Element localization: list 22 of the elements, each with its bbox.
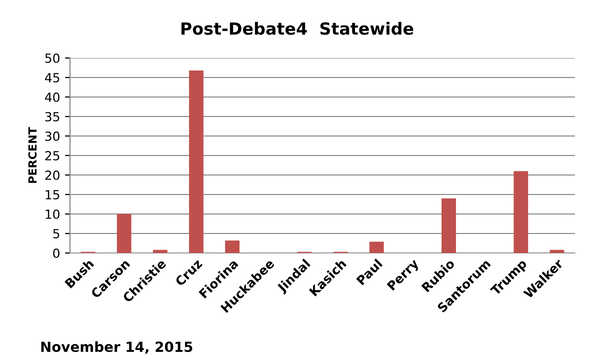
y-tick-label: 15 — [46, 190, 60, 200]
bar — [152, 250, 168, 253]
y-tick-label: 40 — [44, 92, 60, 102]
y-tick-label: 5 — [53, 229, 60, 238]
y-tick-label: 10 — [46, 209, 60, 219]
y-tick-label: 0 — [53, 248, 60, 258]
y-tick-label: 50 — [45, 53, 60, 63]
y-tick-label: 35 — [45, 112, 60, 122]
chart-title: Post-Debate4 Statewide — [181, 22, 414, 35]
y-tick-label: 30 — [45, 131, 60, 141]
bar — [116, 214, 132, 253]
bar — [442, 198, 456, 253]
y-axis-title: PERCENT — [28, 127, 37, 183]
y-tick-label: 45 — [44, 73, 60, 82]
bar — [369, 242, 384, 253]
bar — [514, 171, 528, 253]
y-tick-label: 25 — [45, 150, 60, 160]
y-tick-label: 20 — [45, 170, 60, 180]
bar — [550, 250, 564, 253]
bar — [189, 70, 204, 253]
bar — [225, 240, 240, 253]
text: November 14, 2015 — [41, 341, 192, 354]
